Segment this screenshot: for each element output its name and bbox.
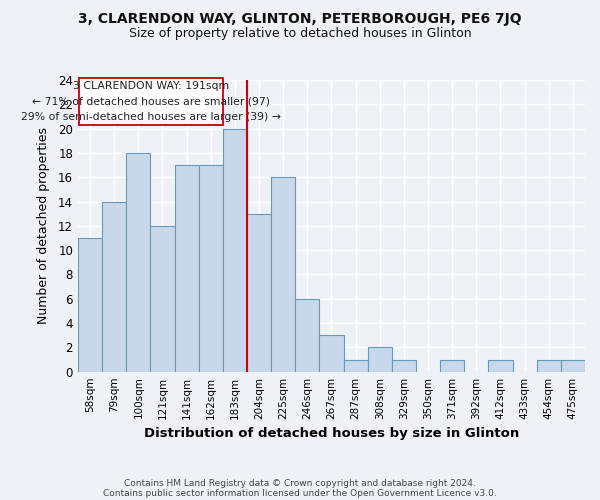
Text: Size of property relative to detached houses in Glinton: Size of property relative to detached ho…: [128, 28, 472, 40]
Bar: [223, 128, 247, 372]
Bar: [344, 360, 368, 372]
Bar: [126, 153, 151, 372]
X-axis label: Distribution of detached houses by size in Glinton: Distribution of detached houses by size …: [144, 427, 519, 440]
Bar: [440, 360, 464, 372]
Bar: [78, 238, 102, 372]
Bar: [392, 360, 416, 372]
Text: Contains public sector information licensed under the Open Government Licence v3: Contains public sector information licen…: [103, 488, 497, 498]
Bar: [368, 348, 392, 372]
Bar: [488, 360, 512, 372]
Bar: [319, 335, 344, 372]
Bar: [151, 226, 175, 372]
Bar: [561, 360, 585, 372]
Text: Contains HM Land Registry data © Crown copyright and database right 2024.: Contains HM Land Registry data © Crown c…: [124, 478, 476, 488]
Bar: [199, 165, 223, 372]
Bar: [247, 214, 271, 372]
Text: 3, CLARENDON WAY, GLINTON, PETERBOROUGH, PE6 7JQ: 3, CLARENDON WAY, GLINTON, PETERBOROUGH,…: [78, 12, 522, 26]
Bar: [537, 360, 561, 372]
FancyBboxPatch shape: [79, 78, 223, 125]
Bar: [175, 165, 199, 372]
Text: 3 CLARENDON WAY: 191sqm
← 71% of detached houses are smaller (97)
29% of semi-de: 3 CLARENDON WAY: 191sqm ← 71% of detache…: [21, 81, 281, 122]
Bar: [295, 299, 319, 372]
Bar: [271, 177, 295, 372]
Bar: [102, 202, 126, 372]
Y-axis label: Number of detached properties: Number of detached properties: [37, 128, 50, 324]
